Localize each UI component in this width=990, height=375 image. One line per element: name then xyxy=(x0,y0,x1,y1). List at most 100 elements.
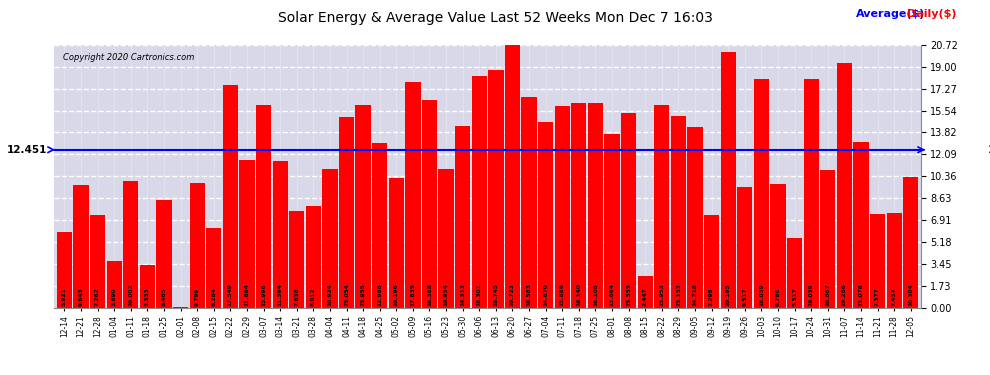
Bar xyxy=(189,183,205,308)
Bar xyxy=(753,79,769,308)
Bar xyxy=(886,213,902,308)
Bar xyxy=(554,106,570,307)
Text: 15.886: 15.886 xyxy=(559,284,564,306)
Bar xyxy=(638,276,652,308)
Bar xyxy=(804,79,819,308)
Bar xyxy=(837,63,852,308)
Text: 20.195: 20.195 xyxy=(726,284,731,306)
Text: 11.594: 11.594 xyxy=(277,284,282,306)
Bar xyxy=(787,238,802,308)
Bar xyxy=(903,177,919,308)
Bar xyxy=(107,261,122,308)
Text: 9.517: 9.517 xyxy=(742,288,747,306)
Bar xyxy=(471,76,487,307)
Bar xyxy=(522,98,537,308)
Bar xyxy=(272,160,288,308)
Text: 15.153: 15.153 xyxy=(676,284,681,306)
Bar xyxy=(538,122,553,308)
Text: Daily($): Daily($) xyxy=(907,9,956,20)
Bar xyxy=(339,117,354,308)
Text: Copyright 2020 Cartronics.com: Copyright 2020 Cartronics.com xyxy=(63,53,194,62)
Bar xyxy=(588,104,603,308)
Text: 10.304: 10.304 xyxy=(908,284,913,306)
Bar xyxy=(372,143,387,308)
Text: 7.262: 7.262 xyxy=(95,288,100,306)
Text: Solar Energy & Average Value Last 52 Weeks Mon Dec 7 16:03: Solar Energy & Average Value Last 52 Wee… xyxy=(277,11,713,25)
Bar xyxy=(289,211,304,308)
Bar xyxy=(621,113,637,308)
Text: 16.108: 16.108 xyxy=(593,284,598,306)
Bar xyxy=(488,70,504,308)
Bar xyxy=(90,216,105,308)
Bar xyxy=(687,128,703,308)
Bar xyxy=(240,160,254,308)
Text: 7.437: 7.437 xyxy=(892,288,897,306)
Text: 18.039: 18.039 xyxy=(759,284,764,306)
Text: 17.835: 17.835 xyxy=(411,284,416,306)
Bar xyxy=(439,169,453,308)
Text: 19.286: 19.286 xyxy=(842,284,846,306)
Bar xyxy=(704,215,720,308)
Bar xyxy=(571,103,586,308)
Text: 15.054: 15.054 xyxy=(344,284,349,306)
Text: 20.723: 20.723 xyxy=(510,284,515,306)
Bar xyxy=(355,105,370,308)
Text: 10.002: 10.002 xyxy=(129,284,134,306)
Bar xyxy=(853,142,868,308)
Bar xyxy=(73,185,89,308)
Text: 16.140: 16.140 xyxy=(576,284,581,306)
Bar xyxy=(123,181,139,308)
Text: 10.934: 10.934 xyxy=(444,284,448,306)
Bar xyxy=(306,206,321,308)
Bar xyxy=(405,81,421,308)
Text: 15.955: 15.955 xyxy=(360,284,365,306)
Text: 9.786: 9.786 xyxy=(775,288,780,306)
Text: 18.745: 18.745 xyxy=(493,284,498,306)
Text: 16.388: 16.388 xyxy=(427,284,432,306)
Text: 13.078: 13.078 xyxy=(858,284,863,306)
Text: 7.638: 7.638 xyxy=(294,288,299,306)
Text: 10.924: 10.924 xyxy=(328,284,333,306)
Text: Average($): Average($) xyxy=(856,9,926,20)
Bar xyxy=(738,187,752,308)
Bar xyxy=(654,105,669,308)
Text: 7.298: 7.298 xyxy=(709,288,714,306)
Text: 12.988: 12.988 xyxy=(377,284,382,306)
Text: 12.451: 12.451 xyxy=(988,145,990,155)
Bar xyxy=(140,265,155,308)
Text: 11.664: 11.664 xyxy=(245,284,249,306)
Text: 15.996: 15.996 xyxy=(261,284,266,306)
Bar xyxy=(255,105,271,308)
Bar xyxy=(671,116,686,308)
Text: 5.517: 5.517 xyxy=(792,288,797,306)
Bar xyxy=(721,52,736,308)
Text: 12.451: 12.451 xyxy=(7,145,48,155)
Text: 14.218: 14.218 xyxy=(693,284,698,306)
Bar xyxy=(223,85,238,308)
Bar xyxy=(56,232,72,308)
Bar xyxy=(156,200,171,308)
Bar xyxy=(605,134,620,308)
Text: 8.012: 8.012 xyxy=(311,288,316,306)
Text: 3.333: 3.333 xyxy=(145,288,149,306)
Text: 5.921: 5.921 xyxy=(62,288,67,306)
Text: 13.664: 13.664 xyxy=(610,284,615,306)
Text: 17.549: 17.549 xyxy=(228,284,233,306)
Text: 3.690: 3.690 xyxy=(112,288,117,306)
Text: 14.670: 14.670 xyxy=(544,284,548,306)
Text: 10.196: 10.196 xyxy=(394,284,399,306)
Bar xyxy=(455,126,470,308)
Text: 9.643: 9.643 xyxy=(78,288,83,306)
Text: 15.953: 15.953 xyxy=(659,284,664,306)
Text: 2.447: 2.447 xyxy=(643,288,647,306)
Bar xyxy=(323,169,338,308)
Bar xyxy=(770,183,786,308)
Bar xyxy=(389,178,404,308)
Text: 7.377: 7.377 xyxy=(875,288,880,306)
Text: 9.799: 9.799 xyxy=(195,288,200,306)
Bar xyxy=(820,170,836,308)
Text: 6.284: 6.284 xyxy=(211,288,216,306)
Bar xyxy=(206,228,222,308)
Bar xyxy=(422,100,438,308)
Text: 8.465: 8.465 xyxy=(161,288,166,306)
